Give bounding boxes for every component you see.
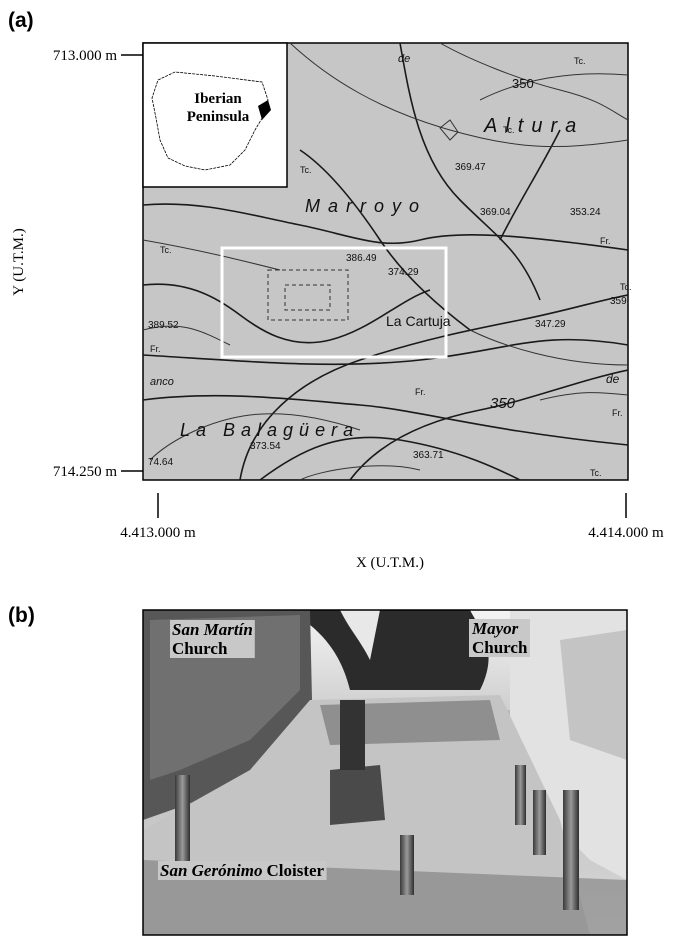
map-label: Altura	[483, 115, 584, 137]
photo-part	[400, 835, 414, 895]
map-label: 369.04	[480, 207, 511, 218]
map-label: Tc.	[574, 56, 586, 66]
panel-label: (a)	[8, 9, 34, 32]
photo-part	[330, 765, 385, 825]
map-label: 373.54	[250, 441, 281, 452]
photo-part	[563, 790, 579, 910]
map-label: 363.71	[413, 450, 444, 461]
map-label: anco	[150, 376, 174, 388]
photo-part	[175, 775, 190, 875]
map-label: Marroyo	[305, 196, 427, 216]
map-label: Tc.	[300, 165, 312, 175]
label-bold: Church	[172, 639, 228, 658]
map-label: 386.49	[346, 253, 377, 264]
panel-label: (b)	[8, 604, 35, 627]
map-label: 74.64	[148, 457, 173, 468]
label-italic: San Gerónimo	[160, 861, 263, 880]
map-label: Tc.	[620, 282, 632, 292]
map-label: La Cartuja	[386, 313, 451, 329]
y-tick-label: 714.250 m	[53, 464, 118, 480]
photo-part	[515, 765, 526, 825]
map-label: 350	[490, 395, 516, 412]
map-label: La Balagüera	[180, 420, 359, 440]
inset-title: Peninsula	[187, 109, 250, 125]
inset-title: Iberian	[194, 91, 242, 107]
map-label: Tc.	[590, 468, 602, 478]
photo	[143, 610, 627, 935]
y-tick-label: 713.000 m	[53, 48, 118, 64]
map-label: 369.47	[455, 162, 486, 173]
label-italic: Mayor	[471, 619, 519, 638]
map-label: 347.29	[535, 319, 566, 330]
map-label: 359.	[610, 296, 629, 307]
figure: (a) de de Altura Marroyo La Cartuja La Balagü…	[0, 0, 680, 951]
map-label: Fr.	[612, 408, 623, 418]
map-label: 353.24	[570, 207, 601, 218]
map-label: 374.29	[388, 267, 419, 278]
photo-part	[533, 790, 546, 855]
page: Figure {"panel_a":{"label":"(a)","inset_…	[0, 0, 680, 951]
map-label: Fr.	[600, 236, 611, 246]
y-axis-title: Y (U.T.M.)	[11, 228, 27, 296]
map-label: de	[398, 53, 410, 65]
x-tick-label: 4.413.000 m	[120, 525, 196, 541]
map-label: 350	[512, 76, 534, 91]
label-bold: Church	[472, 638, 528, 657]
map-label: Tc.	[503, 125, 515, 135]
x-axis-title: X (U.T.M.)	[356, 555, 424, 571]
map-label: Tc.	[160, 245, 172, 255]
photo-part	[340, 700, 365, 770]
map-label: Fr.	[415, 387, 426, 397]
map-label: de	[606, 372, 620, 386]
label-italic: San Martín	[172, 620, 253, 639]
x-tick-label: 4.414.000 m	[588, 525, 664, 541]
map-label: Fr.	[150, 344, 161, 354]
label-bold: Cloister	[267, 861, 325, 880]
body: (a) de de Altura Marroyo La Cartuja La Balagü…	[0, 0, 680, 951]
map-label: 389.52	[148, 320, 179, 331]
